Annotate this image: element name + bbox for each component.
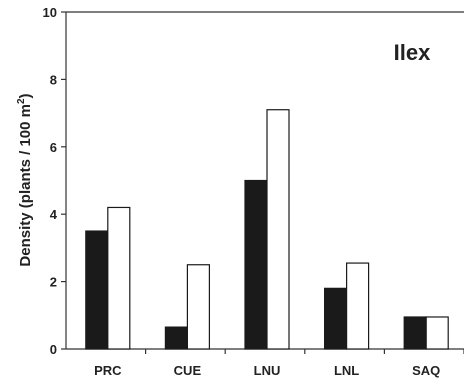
bar-prc-series-2 bbox=[107, 206, 131, 350]
y-tick-label: 4 bbox=[50, 207, 58, 222]
x-tick-label: LNU bbox=[254, 363, 281, 378]
y-tick-label: 2 bbox=[50, 275, 57, 290]
y-axis-title-main: Density (plants / 100 m bbox=[17, 104, 34, 267]
bar-lnl-series-1 bbox=[324, 287, 348, 350]
bar-lnu-series-2 bbox=[266, 109, 290, 350]
y-axis-title-superscript: 2 bbox=[16, 98, 27, 104]
y-axis-title: Density (plants / 100 m2) bbox=[16, 93, 34, 266]
y-tick-label: 0 bbox=[50, 342, 57, 357]
x-tick-label: CUE bbox=[174, 363, 202, 378]
x-tick-label: PRC bbox=[94, 363, 122, 378]
bar-saq-series-1 bbox=[403, 316, 427, 350]
y-tick-label: 6 bbox=[50, 140, 57, 155]
bar-saq-series-2 bbox=[425, 316, 449, 350]
x-tick-label: LNL bbox=[334, 363, 359, 378]
bar-cue-series-2 bbox=[186, 264, 210, 350]
x-tick-label: SAQ bbox=[412, 363, 440, 378]
chart-title: Ilex bbox=[394, 40, 431, 65]
y-tick-label: 10 bbox=[43, 5, 57, 20]
bar-lnu-series-1 bbox=[244, 179, 268, 350]
bar-lnl-series-2 bbox=[346, 262, 370, 350]
y-axis-title-close: ) bbox=[17, 93, 34, 98]
y-tick-label: 8 bbox=[50, 72, 57, 87]
bar-prc-series-1 bbox=[85, 230, 109, 350]
bar-cue-series-1 bbox=[164, 326, 188, 350]
